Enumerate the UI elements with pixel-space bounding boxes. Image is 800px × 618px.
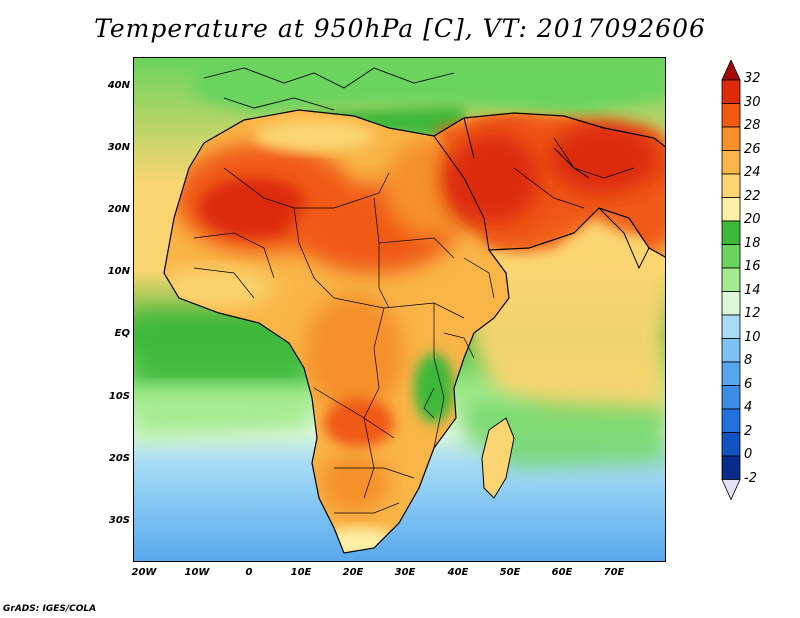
country-borders: [193, 137, 635, 514]
lon-label-70e: 70E: [603, 567, 625, 578]
indian-ocean-mid: [464, 398, 665, 468]
colorbar-swatch: [721, 150, 741, 175]
colorbar-label: 10: [744, 329, 761, 345]
indian-ocean-warm: [469, 238, 665, 418]
colorbar-swatch: [721, 455, 741, 480]
atlantic-green: [134, 313, 314, 388]
colorbar-label: 28: [744, 118, 761, 133]
lat-label-10s: 10S: [108, 391, 130, 402]
arabia-hot: [449, 133, 539, 223]
lon-label-30e: 30E: [394, 567, 416, 578]
colorbar-label: 4: [744, 400, 753, 415]
colorbar-swatch: [721, 385, 741, 410]
mediterranean-green: [304, 106, 464, 138]
colorbar-label: 30: [744, 94, 761, 110]
lon-label-50e: 50E: [499, 567, 521, 578]
lon-label-10w: 10W: [184, 567, 210, 578]
lon-label-10e: 10E: [290, 567, 312, 578]
madagascar: [481, 417, 515, 499]
europe-coast: [203, 67, 455, 111]
colorbar-label: 24: [744, 165, 761, 180]
colorbar-label: 14: [744, 282, 761, 298]
colorbar-swatch: [721, 103, 741, 128]
colorbar-swatch: [721, 338, 741, 363]
colorbar-label: 2: [744, 423, 753, 439]
coastline: [163, 109, 665, 554]
colorbar-label: 0: [744, 447, 753, 462]
colorbar-label: 12: [744, 306, 761, 321]
colorbar-top-triangle: [721, 60, 741, 81]
colorbar-swatch: [721, 197, 741, 222]
grads-credit: GrADS: IGES/COLA: [3, 604, 97, 614]
lat-label-20n: 20N: [107, 204, 130, 215]
map-canvas: [134, 58, 665, 561]
colorbar-swatch: [721, 361, 741, 386]
colorbar-swatch: [721, 408, 741, 433]
lon-label-20e: 20E: [342, 567, 364, 578]
lon-label-0: 0: [245, 567, 253, 578]
colorbar-label: -2: [744, 470, 757, 486]
lon-label-60e: 60E: [551, 567, 573, 578]
colorbar-label: 20: [744, 212, 761, 227]
colorbar: [721, 60, 741, 501]
europe-green: [194, 58, 665, 113]
colorbar-swatch: [721, 314, 741, 339]
lat-label-20s: 20S: [108, 453, 130, 464]
india-coast: [598, 207, 650, 270]
colorbar-swatch: [721, 220, 741, 245]
iran-hot: [549, 123, 659, 193]
atlantic-lightgreen: [134, 388, 309, 438]
colorbar-swatch: [721, 244, 741, 269]
lat-label-eq: EQ: [114, 328, 130, 339]
colorbar-label: 8: [744, 353, 753, 368]
colorbar-label: 32: [744, 71, 761, 86]
map-title: Temperature at 950hPa [C], VT: 201709260…: [94, 14, 706, 43]
lon-label-20w: 20W: [131, 567, 157, 578]
temperature-map: [133, 57, 666, 562]
colorbar-swatch: [721, 432, 741, 457]
colorbar-label: 18: [744, 235, 761, 251]
colorbar-bottom-triangle: [721, 479, 741, 501]
lat-label-30s: 30S: [108, 515, 130, 526]
colorbar-label: 26: [744, 141, 761, 157]
colorbar-swatch: [721, 173, 741, 198]
colorbar-label: 22: [744, 188, 761, 204]
lat-label-40n: 40N: [107, 80, 130, 91]
colorbar-swatch: [721, 267, 741, 292]
colorbar-swatch: [721, 126, 741, 151]
colorbar-swatch: [721, 79, 741, 104]
colorbar-label: 16: [744, 259, 761, 274]
lat-label-30n: 30N: [107, 142, 130, 153]
colorbar-label: 6: [744, 376, 753, 392]
lat-label-10n: 10N: [107, 266, 130, 277]
colorbar-swatch: [721, 291, 741, 316]
lon-label-40e: 40E: [447, 567, 469, 578]
